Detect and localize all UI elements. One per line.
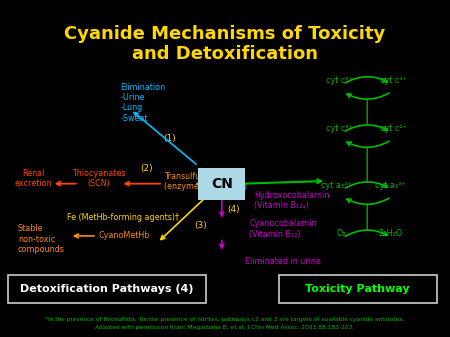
Text: 2 H₂O: 2 H₂O (379, 229, 402, 238)
FancyArrowPatch shape (220, 201, 224, 216)
FancyArrowPatch shape (134, 113, 196, 164)
FancyArrowPatch shape (347, 198, 389, 204)
Text: *In the presence of thiosulfate; †In the presence of nitrites; pathways c2 and 3: *In the presence of thiosulfate; †In the… (45, 317, 405, 322)
FancyArrowPatch shape (347, 141, 389, 147)
FancyArrowPatch shape (347, 93, 389, 99)
FancyArrowPatch shape (57, 182, 76, 186)
Text: Fe (MetHb-forming agents)†: Fe (MetHb-forming agents)† (67, 213, 179, 222)
Text: cyt a₃³⁺: cyt a₃³⁺ (375, 181, 406, 190)
Text: Toxicity Pathway: Toxicity Pathway (306, 284, 410, 294)
Text: Adapted with permission from: Megarbane B, et al. J Chin Med Assoc. 2003;88:183-: Adapted with permission from: Megarbane … (95, 325, 355, 330)
Text: cyt c²⁺: cyt c²⁺ (380, 124, 407, 133)
Text: Thiocyanates
(SCN): Thiocyanates (SCN) (72, 169, 126, 188)
FancyArrowPatch shape (126, 182, 160, 186)
Text: CyanoMetHb: CyanoMetHb (98, 232, 149, 240)
FancyArrowPatch shape (345, 182, 387, 188)
Text: (3): (3) (194, 221, 207, 229)
FancyArrowPatch shape (161, 200, 203, 240)
FancyArrowPatch shape (246, 179, 321, 184)
Text: Renal
excretion: Renal excretion (15, 169, 53, 188)
FancyArrowPatch shape (220, 240, 224, 248)
Text: Hydroxocobalamin
(Vitamin B₁₂ₐ): Hydroxocobalamin (Vitamin B₁₂ₐ) (254, 191, 329, 210)
Text: and Detoxification: and Detoxification (132, 45, 318, 63)
FancyArrowPatch shape (345, 125, 387, 131)
Text: CN: CN (211, 177, 233, 191)
Text: (4): (4) (228, 205, 240, 214)
Text: O₂: O₂ (336, 229, 346, 238)
FancyBboxPatch shape (8, 275, 206, 303)
Text: cyt c²⁺: cyt c²⁺ (326, 76, 353, 85)
Text: cyt c³⁺: cyt c³⁺ (380, 76, 407, 85)
Text: Stable
non-toxic
compounds: Stable non-toxic compounds (18, 224, 65, 254)
FancyArrowPatch shape (345, 230, 387, 236)
FancyBboxPatch shape (279, 275, 436, 303)
FancyArrowPatch shape (345, 77, 387, 83)
Text: Transulfuration*
(enzyme rhodanese): Transulfuration* (enzyme rhodanese) (164, 172, 248, 191)
Text: cyt a₃²⁺: cyt a₃²⁺ (321, 181, 352, 190)
Text: Elimination
-Urine
-Lung
-Sweat: Elimination -Urine -Lung -Sweat (121, 83, 166, 123)
Text: Detoxification Pathways (4): Detoxification Pathways (4) (20, 284, 194, 294)
FancyArrowPatch shape (198, 182, 202, 186)
Text: (2): (2) (140, 164, 153, 173)
Text: (1): (1) (164, 134, 176, 143)
Text: Cyanide Mechanisms of Toxicity: Cyanide Mechanisms of Toxicity (64, 25, 386, 43)
Text: cyt c³⁺: cyt c³⁺ (326, 124, 353, 133)
Text: Cyanocobalamin
(Vitamin B₁₂): Cyanocobalamin (Vitamin B₁₂) (249, 219, 317, 239)
FancyArrowPatch shape (74, 234, 94, 238)
FancyBboxPatch shape (198, 167, 246, 200)
Text: Eliminated in urine: Eliminated in urine (245, 257, 321, 266)
